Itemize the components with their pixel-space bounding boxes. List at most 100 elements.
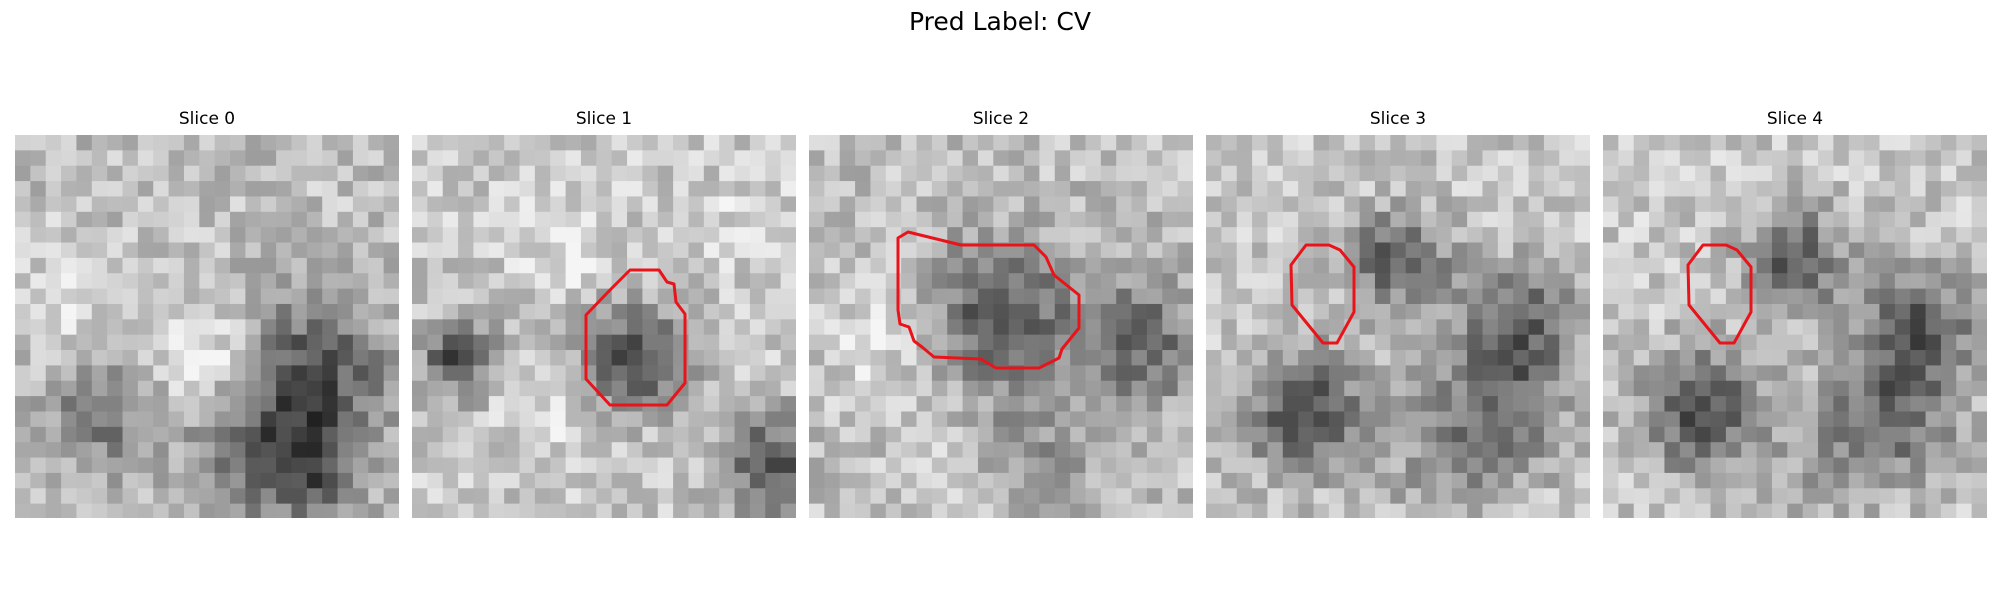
pixel-cell: [1910, 365, 1926, 381]
pixel-cell: [1039, 427, 1055, 443]
pixel-cell: [627, 243, 643, 259]
pixel-cell: [1467, 458, 1483, 474]
pixel-cell: [92, 411, 108, 427]
pixel-cell: [581, 212, 597, 228]
pixel-cell: [947, 335, 963, 351]
pixel-cell: [1818, 504, 1834, 518]
pixel-cell: [765, 427, 781, 443]
pixel-cell: [1895, 365, 1911, 381]
pixel-cell: [169, 150, 185, 166]
pixel-cell: [1833, 135, 1849, 151]
pixel-cell: [138, 135, 154, 151]
pixel-cell: [1559, 227, 1575, 243]
pixel-cell: [658, 427, 674, 443]
pixel-cell: [504, 150, 520, 166]
pixel-cell: [1390, 258, 1406, 274]
pixel-cell: [15, 411, 31, 427]
pixel-cell: [809, 243, 825, 259]
pixel-cell: [612, 365, 628, 381]
pixel-cell: [76, 227, 92, 243]
pixel-cell: [1956, 181, 1972, 197]
pixel-cell: [1649, 442, 1665, 458]
pixel-cell: [1910, 396, 1926, 412]
pixel-cell: [1178, 473, 1193, 489]
pixel-cell: [1772, 473, 1788, 489]
pixel-cell: [735, 335, 751, 351]
pixel-cell: [1009, 258, 1025, 274]
pixel-cell: [1147, 504, 1163, 518]
pixel-cell: [688, 181, 704, 197]
pixel-cell: [781, 319, 796, 335]
pixel-cell: [1482, 304, 1498, 320]
pixel-cell: [596, 473, 612, 489]
pixel-cell: [824, 150, 840, 166]
pixel-cell: [1711, 411, 1727, 427]
pixel-cell: [781, 166, 796, 182]
pixel-cell: [489, 396, 505, 412]
pixel-cell: [550, 381, 566, 397]
pixel-cell: [1575, 335, 1590, 351]
pixel-cell: [1544, 381, 1560, 397]
pixel-cell: [1772, 427, 1788, 443]
pixel-cell: [917, 427, 933, 443]
pixel-cell: [291, 381, 307, 397]
pixel-cell: [276, 473, 292, 489]
pixel-cell: [1649, 289, 1665, 305]
pixel-cell: [1421, 258, 1437, 274]
pixel-cell: [1283, 350, 1299, 366]
pixel-cell: [1267, 227, 1283, 243]
pixel-cell: [1803, 335, 1819, 351]
pixel-cell: [1741, 150, 1757, 166]
pixel-cell: [353, 458, 369, 474]
pixel-cell: [1009, 196, 1025, 212]
pixel-cell: [750, 289, 766, 305]
pixel-cell: [1711, 289, 1727, 305]
pixel-cell: [1757, 150, 1773, 166]
pixel-cell: [1436, 427, 1452, 443]
pixel-cell: [581, 150, 597, 166]
pixel-cell: [1375, 350, 1391, 366]
pixel-cell: [963, 304, 979, 320]
pixel-cell: [291, 181, 307, 197]
pixel-cell: [1085, 181, 1101, 197]
pixel-cell: [1009, 150, 1025, 166]
pixel-cell: [1741, 289, 1757, 305]
pixel-cell: [978, 212, 994, 228]
pixel-cell: [92, 458, 108, 474]
pixel-cell: [781, 273, 796, 289]
pixel-cell: [184, 212, 200, 228]
pixel-cell: [978, 442, 994, 458]
pixel-cell: [76, 319, 92, 335]
pixel-cell: [427, 181, 443, 197]
pixel-cell: [368, 365, 384, 381]
pixel-cell: [735, 150, 751, 166]
pixel-cell: [1741, 196, 1757, 212]
pixel-cell: [1283, 411, 1299, 427]
pixel-cell: [1864, 135, 1880, 151]
pixel-cell: [1972, 273, 1987, 289]
pixel-cell: [1787, 304, 1803, 320]
pixel-cell: [291, 365, 307, 381]
pixel-cell: [1467, 442, 1483, 458]
pixel-cell: [15, 335, 31, 351]
pixel-cell: [1849, 273, 1865, 289]
pixel-cell: [1206, 196, 1222, 212]
pixel-cell: [1055, 289, 1071, 305]
pixel-cell: [1711, 488, 1727, 504]
pixel-cell: [1314, 473, 1330, 489]
pixel-cell: [1237, 488, 1253, 504]
pixel-cell: [673, 504, 689, 518]
pixel-cell: [855, 335, 871, 351]
pixel-cell: [1116, 381, 1132, 397]
pixel-cell: [1726, 304, 1742, 320]
pixel-cell: [1849, 488, 1865, 504]
slice-title: Slice 0: [15, 108, 399, 130]
pixel-cell: [1680, 227, 1696, 243]
pixel-cell: [947, 181, 963, 197]
pixel-cell: [1147, 150, 1163, 166]
pixel-cell: [1926, 212, 1942, 228]
pixel-cell: [61, 396, 77, 412]
pixel-cell: [932, 458, 948, 474]
pixel-cell: [824, 196, 840, 212]
pixel-cell: [1833, 427, 1849, 443]
